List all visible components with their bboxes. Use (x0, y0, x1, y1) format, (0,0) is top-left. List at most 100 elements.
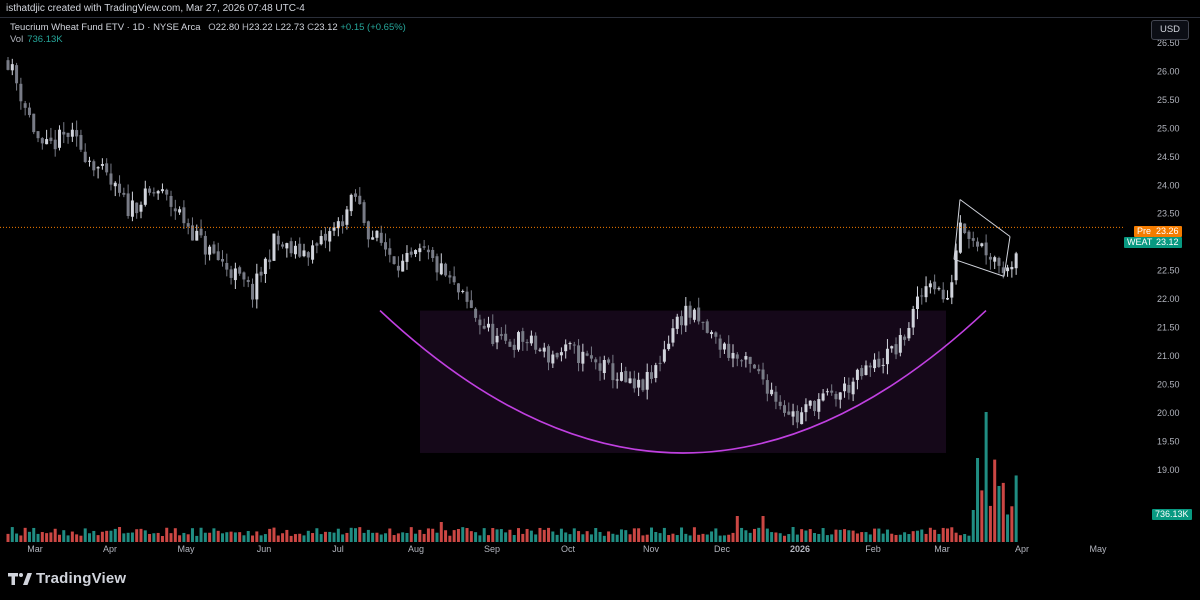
volume-bar (418, 529, 422, 542)
volume-bar (225, 532, 229, 542)
chart-frame (0, 17, 1200, 562)
y-tick-label: 23.50 (1157, 209, 1180, 219)
candle (375, 230, 379, 242)
candle (654, 362, 658, 383)
price-chart[interactable]: 26.5026.0025.5025.0024.5024.0023.5023.00… (0, 0, 1200, 562)
volume-bar (255, 531, 259, 542)
candle-body (169, 195, 173, 207)
candle-body (491, 323, 495, 344)
cup-fill (420, 310, 946, 453)
candle-body (242, 272, 246, 280)
candle-body (718, 338, 722, 350)
candle-body (486, 323, 490, 328)
volume-bar (731, 532, 735, 542)
currency-button[interactable]: USD (1151, 20, 1189, 40)
candle (937, 286, 941, 291)
candle-body (517, 332, 521, 350)
volume-bar (984, 412, 988, 542)
volume-bar (23, 527, 27, 542)
candle-body (139, 204, 143, 212)
candle-body (881, 364, 885, 366)
candle (757, 364, 761, 375)
volume-bar (808, 529, 812, 542)
candle-body (362, 202, 366, 223)
volume-bar (1001, 482, 1005, 542)
candle (405, 245, 409, 270)
candle-body (993, 257, 997, 262)
candle-body (963, 223, 967, 233)
volume-bar (495, 529, 499, 542)
candle (710, 330, 714, 339)
volume-bar (675, 535, 679, 542)
candle (105, 158, 109, 176)
candle-body (933, 281, 937, 290)
volume-bar (650, 527, 653, 542)
candle-body (444, 263, 448, 276)
candle (813, 400, 817, 416)
candle (203, 231, 207, 265)
volume-bar (680, 527, 684, 542)
volume-bar (345, 532, 349, 542)
volume-bar (976, 458, 980, 542)
candle (156, 189, 160, 200)
volume-bar (933, 529, 937, 542)
volume-bar (165, 527, 169, 542)
candle-body (203, 235, 207, 255)
candle (954, 243, 958, 285)
candle-body (650, 372, 653, 379)
volume-bar (744, 530, 748, 542)
candle (362, 199, 366, 226)
volume-bar (873, 528, 877, 542)
volume-bar (774, 532, 778, 542)
candle-body (667, 343, 671, 350)
candle-body (143, 188, 147, 205)
candle-body (306, 252, 310, 258)
volume-bar (422, 533, 426, 542)
candle (233, 262, 237, 290)
candle-body (559, 352, 563, 356)
volume-bar (534, 534, 538, 542)
candle-body (289, 241, 293, 254)
volume-bar (199, 527, 203, 542)
volume-bar (118, 527, 122, 542)
volume-bar (130, 532, 134, 542)
volume-bar (452, 530, 456, 542)
candle (680, 310, 684, 335)
candle (559, 347, 563, 362)
candle (628, 371, 632, 384)
volume-bar (70, 531, 74, 542)
candle (40, 137, 44, 150)
volume-bar (229, 531, 233, 542)
volume-bar (156, 532, 160, 542)
candle-body (542, 347, 546, 352)
candle-body (319, 236, 323, 245)
high-label: H (242, 22, 249, 33)
volume-bar (885, 529, 889, 542)
chart-caption: isthatdjic created with TradingView.com,… (0, 0, 1200, 17)
volume-bar (384, 533, 388, 542)
y-tick-label: 19.50 (1157, 437, 1180, 447)
candle-body (658, 362, 662, 364)
volume-bar (32, 527, 36, 542)
candle-body (418, 248, 422, 253)
tradingview-logo[interactable]: TradingView (8, 570, 126, 587)
candle (10, 58, 14, 76)
volume-bar (319, 534, 323, 542)
volume-bar (126, 532, 130, 542)
candle-body (1010, 266, 1014, 270)
candle (422, 239, 426, 250)
candle-body (834, 393, 838, 400)
candle-body (109, 173, 113, 185)
candle-body (32, 113, 36, 133)
candle (697, 297, 701, 325)
volume-bar (748, 532, 752, 542)
volume-bar (843, 529, 847, 542)
volume-bar (169, 533, 173, 542)
volume-bar (761, 516, 765, 542)
volume-bar (371, 532, 375, 542)
candle-body (843, 383, 847, 392)
candle (456, 283, 460, 300)
candle-body (100, 164, 104, 166)
y-tick-label: 20.50 (1157, 380, 1180, 390)
candle-body (894, 344, 898, 355)
